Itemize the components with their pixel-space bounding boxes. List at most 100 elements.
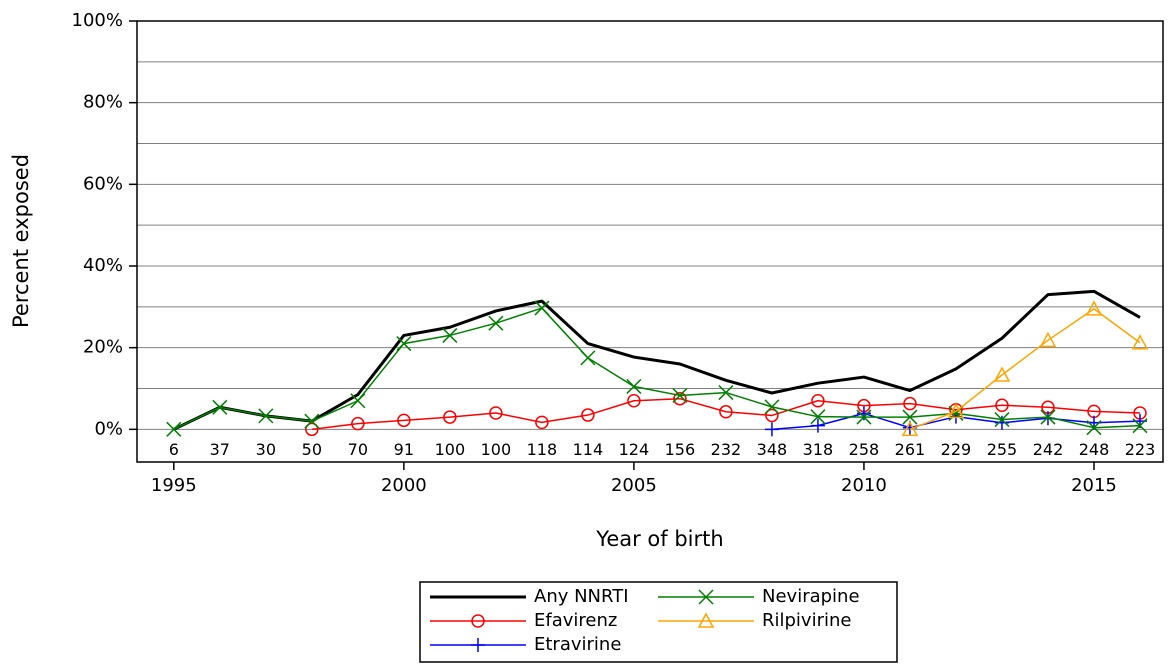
series-line xyxy=(173,307,1141,431)
legend-item: Nevirapine xyxy=(658,586,860,607)
marker xyxy=(764,422,779,437)
x-tick-label: 2000 xyxy=(381,475,427,496)
count-label: 124 xyxy=(619,440,650,459)
marker xyxy=(534,300,550,316)
marker xyxy=(1039,331,1057,348)
marker xyxy=(442,327,458,343)
y-tick-label: 60% xyxy=(83,173,123,194)
marker xyxy=(304,413,320,429)
marker xyxy=(719,405,733,419)
x-tick-label: 2005 xyxy=(611,475,657,496)
count-label: 229 xyxy=(941,440,972,459)
marker xyxy=(903,396,917,411)
x-tick-label: 1995 xyxy=(151,475,197,496)
marker xyxy=(626,378,642,394)
count-label: 232 xyxy=(711,440,742,459)
count-label: 242 xyxy=(1033,440,1064,459)
plot-frame xyxy=(136,20,1164,463)
legend-label: Etravirine xyxy=(534,634,621,655)
marker xyxy=(1040,409,1056,425)
y-axis-label: Percent exposed xyxy=(9,154,33,328)
y-tick-label: 100% xyxy=(72,10,123,31)
marker xyxy=(351,416,365,431)
marker xyxy=(488,315,504,331)
marker xyxy=(856,409,872,425)
y-tick-label: 20% xyxy=(83,337,123,358)
marker xyxy=(810,409,826,425)
x-tick-label: 2010 xyxy=(841,475,887,496)
count-label: 50 xyxy=(302,440,322,459)
legend-box xyxy=(419,581,898,663)
marker xyxy=(581,408,595,422)
count-label: 248 xyxy=(1079,440,1110,459)
marker xyxy=(1131,334,1149,350)
marker xyxy=(698,589,714,605)
marker xyxy=(305,422,319,437)
marker xyxy=(697,612,715,628)
marker xyxy=(901,420,919,437)
marker xyxy=(718,385,734,401)
count-label: 223 xyxy=(1125,440,1156,459)
marker xyxy=(765,408,779,423)
marker xyxy=(580,350,596,366)
marker xyxy=(1085,300,1103,316)
marker xyxy=(673,391,687,406)
count-label: 156 xyxy=(665,440,696,459)
marker xyxy=(902,409,918,425)
count-label: 70 xyxy=(348,440,368,459)
marker xyxy=(471,638,485,652)
count-label: 100 xyxy=(481,440,512,459)
marker xyxy=(994,415,1009,430)
count-label: 30 xyxy=(256,440,276,459)
count-label: 118 xyxy=(527,440,558,459)
marker xyxy=(535,415,549,430)
legend-item: Rilpivirine xyxy=(658,610,851,631)
count-label: 348 xyxy=(757,440,788,459)
series-line xyxy=(909,308,1141,431)
legend-label: Rilpivirine xyxy=(762,610,851,631)
count-label: 6 xyxy=(169,440,179,459)
marker xyxy=(627,394,641,408)
marker xyxy=(212,399,228,415)
marker xyxy=(258,408,274,424)
y-tick-label: 40% xyxy=(83,255,123,276)
count-label: 261 xyxy=(895,440,926,459)
count-label: 255 xyxy=(987,440,1018,459)
series-line xyxy=(173,289,1141,431)
marker xyxy=(995,398,1009,412)
marker xyxy=(811,394,825,408)
count-label: 318 xyxy=(803,440,834,459)
marker xyxy=(443,410,457,424)
legend-item: Etravirine xyxy=(430,634,621,655)
marker xyxy=(1086,420,1102,436)
count-label: 258 xyxy=(849,440,880,459)
count-label: 37 xyxy=(210,440,230,459)
series-line xyxy=(311,397,1141,431)
y-tick-label: 80% xyxy=(83,92,123,113)
count-label: 91 xyxy=(394,440,414,459)
marker xyxy=(947,402,965,419)
marker xyxy=(994,412,1010,428)
marker xyxy=(1132,418,1148,434)
marker xyxy=(166,421,182,437)
y-tick-label: 0% xyxy=(94,418,123,439)
x-tick-label: 2015 xyxy=(1071,475,1117,496)
marker xyxy=(810,418,825,433)
count-label: 100 xyxy=(435,440,466,459)
marker xyxy=(397,413,411,428)
legend-label: Any NNRTI xyxy=(534,586,629,607)
marker xyxy=(764,399,780,415)
count-label: 114 xyxy=(573,440,604,459)
x-axis-label: Year of birth xyxy=(595,527,723,551)
legend-item: Efavirenz xyxy=(430,610,617,631)
marker xyxy=(489,406,503,420)
legend-label: Nevirapine xyxy=(762,586,860,607)
marker xyxy=(672,387,688,403)
legend-item: Any NNRTI xyxy=(430,586,629,607)
legend-label: Efavirenz xyxy=(534,610,617,631)
marker xyxy=(993,366,1011,382)
marker xyxy=(396,336,412,352)
marker xyxy=(471,614,485,628)
marker xyxy=(350,393,366,409)
